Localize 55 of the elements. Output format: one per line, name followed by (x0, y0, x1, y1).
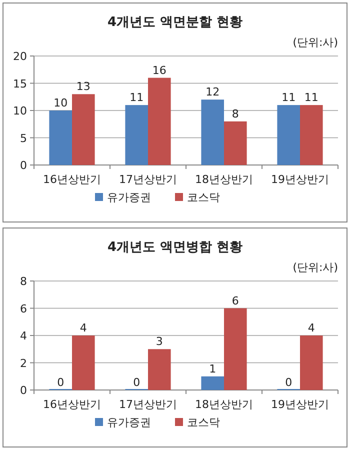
text: (단위:사) (292, 261, 338, 274)
legend-label: 유가증권 (107, 191, 151, 204)
x-tick-label: 19년상반기 (271, 173, 329, 186)
data-label: 11 (304, 91, 318, 104)
x-tick-label: 19년상반기 (271, 398, 329, 411)
y-tick-label: 15 (13, 77, 27, 90)
data-label: 1 (209, 362, 216, 376)
x-tick-label: 16년상반기 (43, 398, 101, 411)
bar (148, 78, 171, 165)
x-tick-label: 16년상반기 (43, 173, 101, 186)
data-label: 0 (285, 376, 292, 389)
y-tick-label: 5 (20, 132, 27, 145)
bar (201, 376, 224, 390)
data-label: 12 (206, 86, 220, 99)
bar (277, 105, 300, 165)
y-tick-label: 2 (20, 356, 27, 370)
data-label: 4 (80, 322, 87, 334)
data-label: 4 (308, 322, 315, 334)
text: (단위:사) (292, 36, 338, 49)
y-tick-label: 8 (20, 275, 27, 288)
data-label: 8 (232, 107, 239, 120)
x-tick-label: 18년상반기 (195, 173, 253, 186)
bar (300, 105, 323, 165)
y-tick-label: 10 (13, 104, 27, 118)
bar (148, 349, 171, 390)
chart-title: 4개년도 액면분할 현황 (107, 15, 243, 30)
bar (72, 94, 95, 165)
data-label: 13 (76, 80, 90, 94)
bar (300, 336, 323, 390)
data-label: 16 (152, 64, 166, 77)
bar (125, 105, 148, 165)
data-label: 10 (54, 96, 68, 110)
legend-label: 코스닥 (187, 416, 220, 429)
data-label: 11 (130, 91, 144, 104)
bar (72, 336, 95, 390)
y-tick-label: 0 (20, 384, 27, 397)
x-tick-label: 17년상반기 (119, 173, 177, 186)
x-tick-label: 18년상반기 (195, 398, 253, 411)
bar (224, 308, 247, 390)
legend-label: 유가증권 (107, 416, 151, 429)
legend-label: 코스닥 (187, 191, 220, 204)
data-label: 6 (232, 294, 239, 308)
data-label: 0 (57, 376, 64, 389)
y-tick-label: 0 (20, 159, 27, 172)
x-tick-label: 17년상반기 (119, 398, 177, 411)
chart-title: 4개년도 액면병합 현황 (107, 240, 243, 255)
y-tick-label: 4 (20, 330, 27, 342)
data-label: 11 (282, 91, 296, 104)
y-tick-label: 20 (13, 50, 27, 63)
bar (224, 121, 247, 165)
bar (201, 100, 224, 165)
bar (49, 110, 72, 165)
data-label: 3 (156, 335, 163, 348)
data-label: 0 (133, 376, 140, 389)
y-tick-label: 6 (20, 302, 27, 316)
